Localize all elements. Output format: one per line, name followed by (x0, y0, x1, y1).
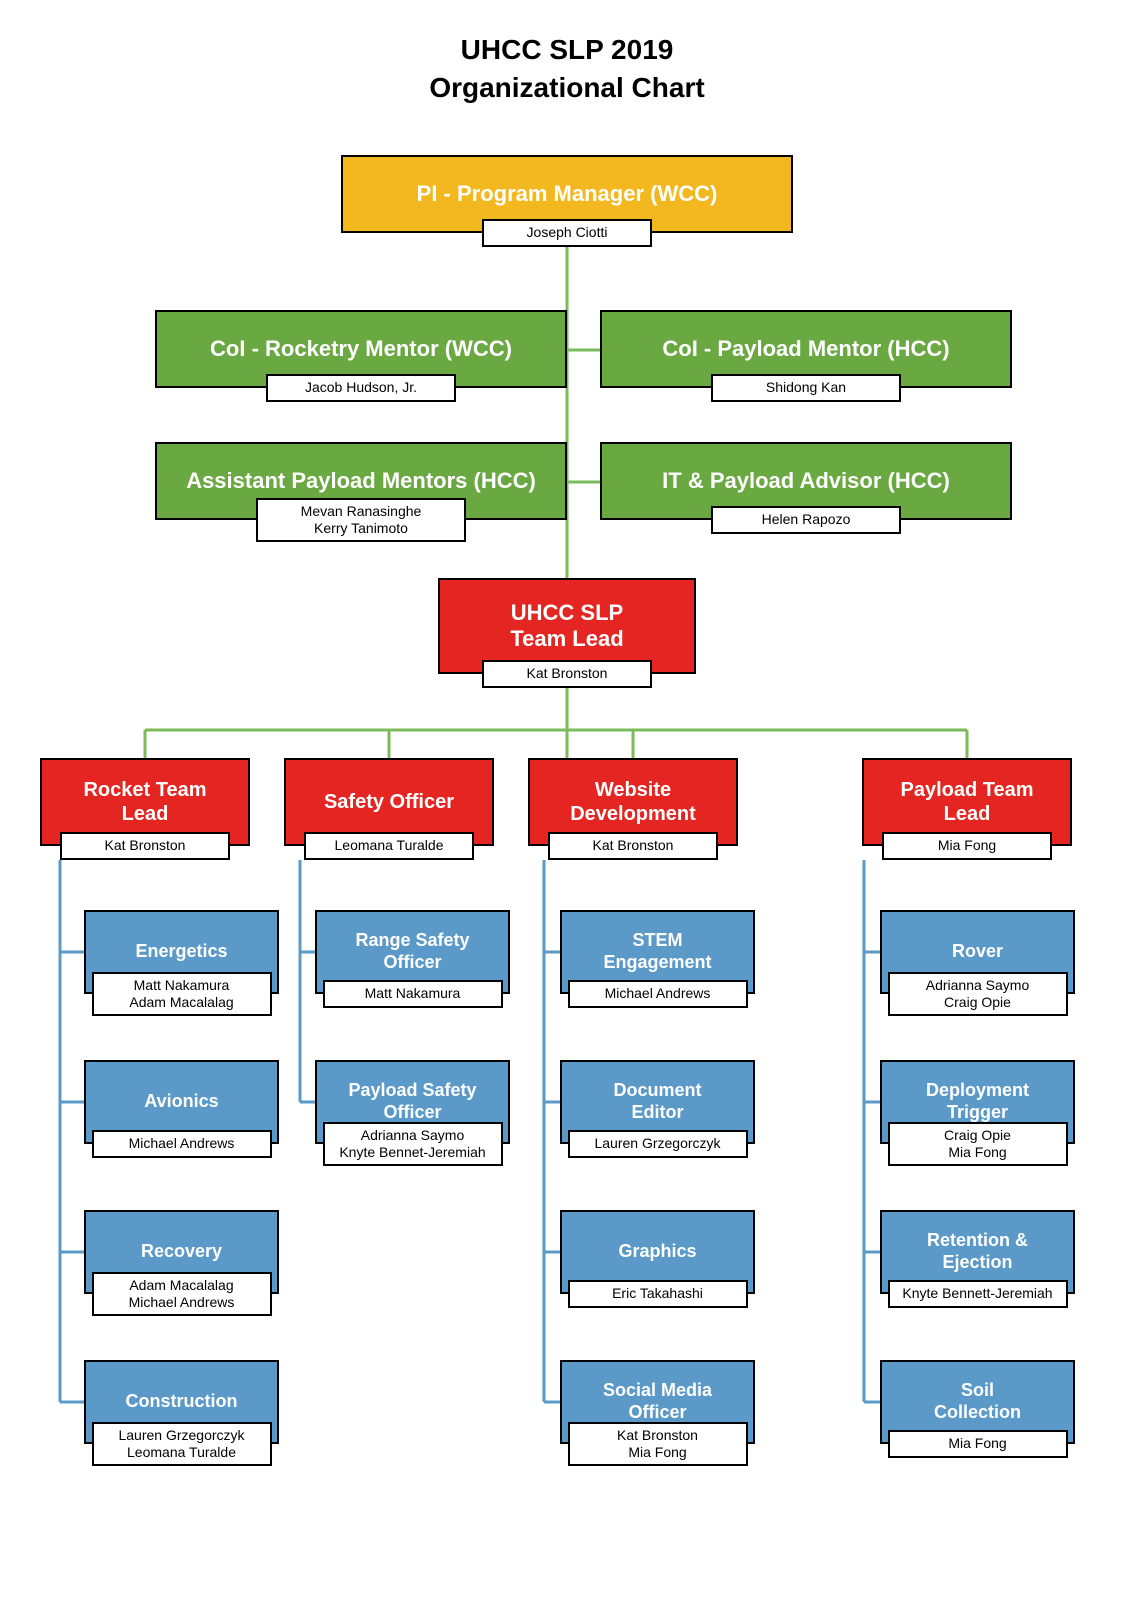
node-label: Graphics (618, 1241, 696, 1263)
name-text: Michael Andrews (605, 985, 711, 1003)
node-label: Range Safety Officer (355, 930, 469, 973)
name-text: Michael Andrews (129, 1135, 235, 1153)
name-text: Kat Bronston (527, 665, 608, 683)
name-text: Shidong Kan (766, 379, 846, 397)
name-text: Lauren Grzegorczyk Leomana Turalde (118, 1427, 244, 1462)
namebox-stem: Michael Andrews (568, 980, 748, 1008)
namebox-energetics: Matt Nakamura Adam Macalalag (92, 972, 272, 1016)
namebox-rocket_lead: Kat Bronston (60, 832, 230, 860)
name-text: Matt Nakamura (365, 985, 461, 1003)
namebox-soil: Mia Fong (888, 1430, 1068, 1458)
node-label: IT & Payload Advisor (HCC) (662, 468, 950, 494)
node-label: Document Editor (613, 1080, 701, 1123)
node-label: CoI - Rocketry Mentor (WCC) (210, 336, 512, 362)
namebox-pi: Joseph Ciotti (482, 219, 652, 247)
chart-title-line2: Organizational Chart (0, 72, 1134, 104)
node-label: Retention & Ejection (927, 1230, 1028, 1273)
name-text: Craig Opie Mia Fong (944, 1127, 1011, 1162)
name-text: Kat Bronston Mia Fong (617, 1427, 698, 1462)
node-label: Safety Officer (324, 790, 454, 814)
name-text: Eric Takahashi (612, 1285, 703, 1303)
namebox-safety_officer: Leomana Turalde (304, 832, 474, 860)
namebox-payload_lead: Mia Fong (882, 832, 1052, 860)
name-text: Adrianna Saymo Craig Opie (926, 977, 1030, 1012)
name-text: Mevan Ranasinghe Kerry Tanimoto (301, 503, 422, 538)
namebox-graphics: Eric Takahashi (568, 1280, 748, 1308)
org-chart-stage: UHCC SLP 2019 Organizational Chart PI - … (0, 0, 1134, 1600)
namebox-it_payload: Helen Rapozo (711, 506, 901, 534)
namebox-avionics: Michael Andrews (92, 1130, 272, 1158)
namebox-doc_editor: Lauren Grzegorczyk (568, 1130, 748, 1158)
namebox-deploy_trig: Craig Opie Mia Fong (888, 1122, 1068, 1166)
name-text: Matt Nakamura Adam Macalalag (129, 977, 233, 1012)
node-label: Construction (126, 1391, 238, 1413)
node-label: Social Media Officer (603, 1380, 712, 1423)
chart-title-line1: UHCC SLP 2019 (0, 34, 1134, 66)
node-label: Avionics (144, 1091, 218, 1113)
node-label: Website Development (570, 778, 696, 826)
namebox-range_safety: Matt Nakamura (323, 980, 503, 1008)
name-text: Knyte Bennett-Jeremiah (902, 1285, 1052, 1303)
node-label: Assistant Payload Mentors (HCC) (186, 468, 536, 494)
name-text: Joseph Ciotti (527, 224, 608, 242)
name-text: Kat Bronston (593, 837, 674, 855)
node-label: Payload Team Lead (900, 778, 1033, 826)
namebox-website_dev: Kat Bronston (548, 832, 718, 860)
namebox-asst_payload: Mevan Ranasinghe Kerry Tanimoto (256, 498, 466, 542)
namebox-recovery: Adam Macalalag Michael Andrews (92, 1272, 272, 1316)
name-text: Mia Fong (938, 837, 996, 855)
namebox-rover: Adrianna Saymo Craig Opie (888, 972, 1068, 1016)
node-label: Rover (952, 941, 1003, 963)
node-label: Deployment Trigger (926, 1080, 1029, 1123)
node-label: UHCC SLP Team Lead (510, 600, 623, 653)
name-text: Jacob Hudson, Jr. (305, 379, 417, 397)
name-text: Mia Fong (948, 1435, 1006, 1453)
node-label: Soil Collection (934, 1380, 1021, 1423)
name-text: Adrianna Saymo Knyte Bennet-Jeremiah (339, 1127, 485, 1162)
namebox-team_lead: Kat Bronston (482, 660, 652, 688)
namebox-payload_safety: Adrianna Saymo Knyte Bennet-Jeremiah (323, 1122, 503, 1166)
node-label: STEM Engagement (603, 930, 711, 973)
name-text: Lauren Grzegorczyk (594, 1135, 720, 1153)
node-label: CoI - Payload Mentor (HCC) (662, 336, 949, 362)
namebox-rocketry_mentor: Jacob Hudson, Jr. (266, 374, 456, 402)
name-text: Helen Rapozo (762, 511, 851, 529)
name-text: Kat Bronston (105, 837, 186, 855)
node-label: PI - Program Manager (WCC) (417, 181, 718, 207)
namebox-payload_mentor: Shidong Kan (711, 374, 901, 402)
name-text: Leomana Turalde (335, 837, 444, 855)
namebox-construction: Lauren Grzegorczyk Leomana Turalde (92, 1422, 272, 1466)
namebox-social_media: Kat Bronston Mia Fong (568, 1422, 748, 1466)
name-text: Adam Macalalag Michael Andrews (129, 1277, 235, 1312)
namebox-retention: Knyte Bennett-Jeremiah (888, 1280, 1068, 1308)
node-label: Payload Safety Officer (348, 1080, 476, 1123)
node-label: Rocket Team Lead (83, 778, 206, 826)
node-label: Energetics (135, 941, 227, 963)
node-label: Recovery (141, 1241, 222, 1263)
